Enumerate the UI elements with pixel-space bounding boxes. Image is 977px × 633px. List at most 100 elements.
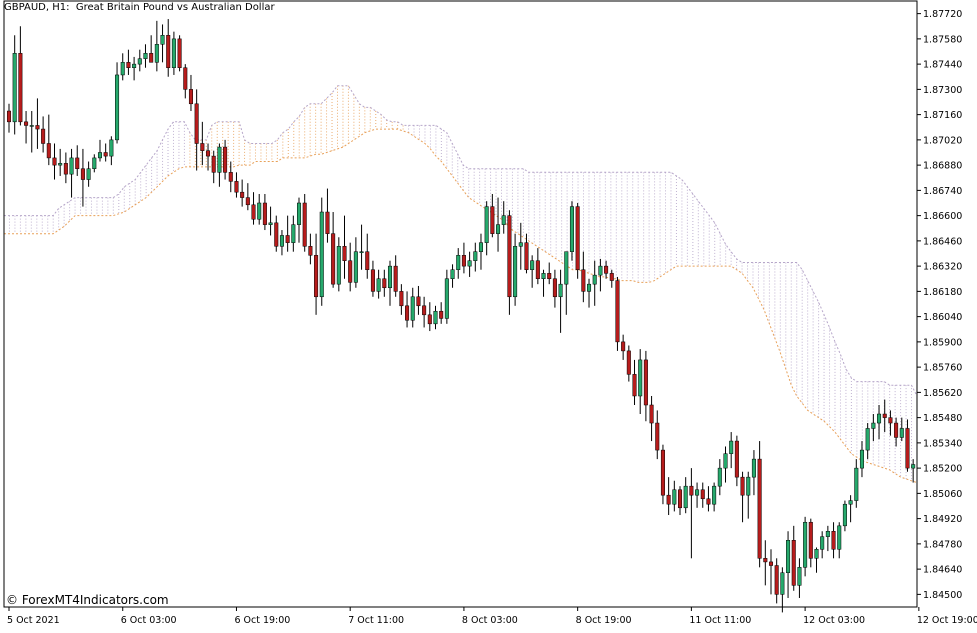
candle xyxy=(422,296,427,328)
candle xyxy=(638,349,643,415)
candle-body xyxy=(393,265,398,292)
candle-body xyxy=(746,476,751,496)
candle xyxy=(234,172,239,198)
candle xyxy=(894,417,899,447)
candle xyxy=(598,258,603,292)
candle-body xyxy=(740,476,745,496)
candle-body xyxy=(831,531,836,550)
candle xyxy=(842,500,847,532)
candle xyxy=(177,35,182,72)
candle-body xyxy=(609,273,614,281)
candle-body xyxy=(808,521,813,559)
candle xyxy=(882,399,887,433)
candle-body xyxy=(296,202,302,225)
candle-body xyxy=(336,246,341,285)
x-tick-label: 7 Oct 11:00 xyxy=(348,615,404,626)
candle xyxy=(52,143,57,180)
candle xyxy=(24,111,29,144)
candle xyxy=(240,179,245,207)
candle-body xyxy=(706,498,711,505)
candle-body xyxy=(587,283,592,292)
candle-body xyxy=(700,489,705,500)
y-tick-label: 1.87440 xyxy=(923,60,962,71)
candle-body xyxy=(137,58,142,65)
candle xyxy=(149,35,154,63)
candle xyxy=(751,450,756,496)
candle-body xyxy=(592,274,597,285)
candle xyxy=(672,480,677,512)
candle xyxy=(473,242,478,272)
candle xyxy=(217,143,222,187)
candle xyxy=(609,269,614,288)
candle-body xyxy=(376,278,381,292)
y-tick-label: 1.85900 xyxy=(923,337,962,348)
cloud-upper-edge xyxy=(4,85,918,397)
candle xyxy=(632,359,637,405)
candle xyxy=(700,482,705,508)
candle xyxy=(342,215,347,279)
candle xyxy=(302,193,307,252)
axes: 1.87720 1.87580 1.87440 1.87300 1.87160 1.870… xyxy=(3,0,977,626)
candle-body xyxy=(780,572,785,595)
candle-body xyxy=(530,260,535,270)
candle xyxy=(575,203,580,279)
candle-body xyxy=(160,35,165,45)
candle xyxy=(348,242,353,292)
candle xyxy=(461,242,466,274)
candle xyxy=(12,35,17,135)
candle xyxy=(103,143,108,162)
candle xyxy=(615,276,620,351)
candle xyxy=(899,417,904,442)
y-tick-label: 1.85760 xyxy=(923,363,962,374)
candle-body xyxy=(911,464,916,469)
x-tick-label: 8 Oct 03:00 xyxy=(462,615,518,626)
ichimoku-cloud xyxy=(3,85,918,484)
candle-body xyxy=(12,53,17,123)
candle xyxy=(160,24,165,63)
candle-body xyxy=(524,242,529,270)
candle xyxy=(740,471,745,523)
candle-body xyxy=(103,152,108,157)
candle-body xyxy=(558,283,563,298)
candle-body xyxy=(279,235,284,247)
candle xyxy=(888,410,893,436)
candle-body xyxy=(41,128,46,144)
candle xyxy=(308,233,313,265)
candle-body xyxy=(717,467,722,487)
y-tick-label: 1.86040 xyxy=(923,312,962,323)
candle-body xyxy=(598,265,603,276)
candle xyxy=(569,201,574,261)
x-tick-label: 8 Oct 19:00 xyxy=(576,615,632,626)
candle-body xyxy=(763,558,768,563)
candle xyxy=(712,482,717,512)
candle-body xyxy=(552,278,557,298)
candle-body xyxy=(6,110,12,123)
candle-body xyxy=(245,197,250,206)
candle xyxy=(314,233,319,315)
candle-body xyxy=(564,251,569,285)
candle xyxy=(58,148,63,176)
candle-body xyxy=(262,202,267,225)
candle xyxy=(683,477,688,514)
x-tick-label: 5 Oct 2021 xyxy=(7,615,60,626)
y-tick-label: 1.84920 xyxy=(923,514,962,525)
candle xyxy=(370,260,375,297)
candle-body xyxy=(75,157,80,169)
candle-body xyxy=(427,314,432,325)
candle xyxy=(911,459,916,483)
candle xyxy=(746,471,751,519)
candle-body xyxy=(29,125,34,127)
candle xyxy=(774,558,779,604)
candle xyxy=(109,136,114,166)
candle-body xyxy=(905,428,910,469)
candle-body xyxy=(484,206,489,243)
candle xyxy=(115,62,120,144)
candle xyxy=(228,161,233,193)
candle-body xyxy=(439,310,444,319)
candle xyxy=(643,350,648,422)
candle xyxy=(513,233,518,306)
y-tick-label: 1.86600 xyxy=(923,211,962,222)
candle xyxy=(723,446,728,483)
candle xyxy=(564,251,569,315)
candle xyxy=(905,419,910,472)
